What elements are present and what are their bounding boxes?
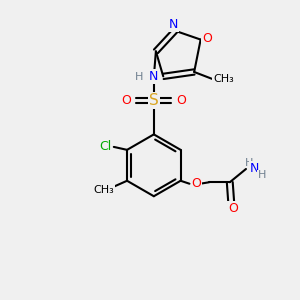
Text: N: N bbox=[250, 163, 259, 176]
Text: CH₃: CH₃ bbox=[213, 74, 234, 84]
Text: O: O bbox=[192, 177, 201, 190]
Text: N: N bbox=[169, 18, 178, 31]
Text: O: O bbox=[122, 94, 131, 107]
Text: N: N bbox=[149, 70, 158, 83]
Text: CH₃: CH₃ bbox=[93, 184, 114, 195]
Text: O: O bbox=[176, 94, 186, 107]
Text: Cl: Cl bbox=[99, 140, 111, 153]
Text: H: H bbox=[258, 170, 266, 181]
Text: H: H bbox=[135, 72, 143, 82]
Text: O: O bbox=[228, 202, 238, 215]
Text: H: H bbox=[245, 158, 253, 167]
Text: O: O bbox=[202, 32, 212, 45]
Text: S: S bbox=[149, 93, 159, 108]
